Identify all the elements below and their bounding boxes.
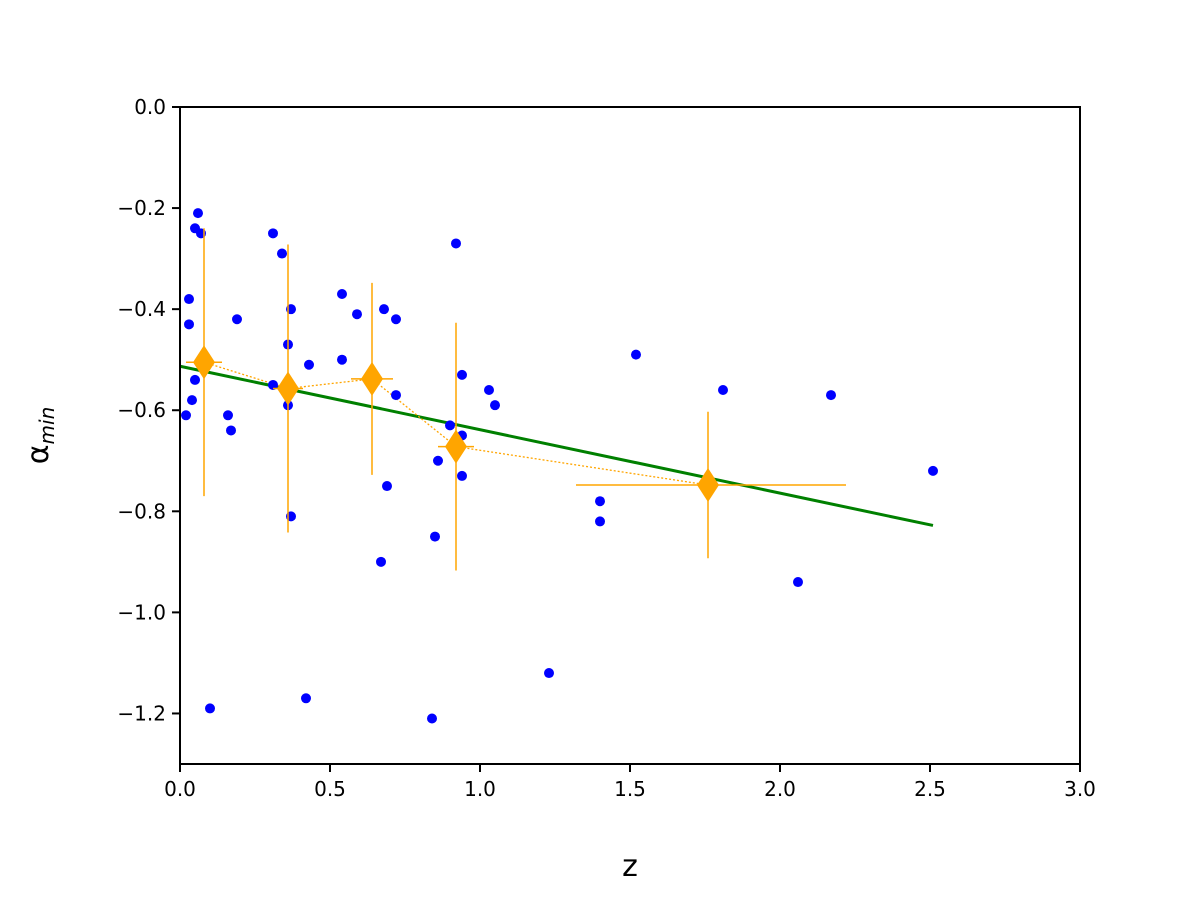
scatter-point: [232, 314, 242, 325]
y-axis-label: αmin: [21, 407, 59, 465]
scatter-point: [205, 703, 215, 714]
scatter-point: [376, 556, 386, 567]
plot-frame: [179, 106, 1081, 765]
scatter-point: [391, 390, 401, 401]
binned-mean-marker: [697, 468, 719, 503]
binned-mean-marker: [445, 429, 467, 464]
x-tick-label: 0.5: [314, 777, 346, 801]
scatter-point: [427, 713, 437, 724]
scatter-point: [190, 374, 200, 385]
scatter-point: [457, 470, 467, 481]
y-axis-label-subscript: min: [35, 407, 59, 445]
scatter-point: [928, 465, 938, 476]
y-tick-label: −0.6: [117, 398, 166, 422]
scatter-point: [337, 354, 347, 365]
x-tick-label: 2.0: [764, 777, 796, 801]
y-tick-label: −0.4: [117, 297, 166, 321]
scatter-point: [793, 577, 803, 588]
scatter-points-layer: [181, 208, 938, 724]
x-axis-ticks: 0.0 0.5 1.0 1.5 2.0 2.5 3.0: [164, 764, 1096, 801]
x-tick-label: 2.5: [914, 777, 946, 801]
scatter-point: [484, 385, 494, 396]
y-axis-label-main: α: [21, 444, 56, 464]
binned-mean-marker: [193, 345, 215, 380]
binned-mean-marker: [277, 371, 299, 406]
x-tick-label: 0.0: [164, 777, 196, 801]
y-tick-label: −1.2: [117, 701, 166, 725]
x-tick-label: 1.5: [614, 777, 646, 801]
scatter-point: [301, 693, 311, 704]
scatter-point: [337, 288, 347, 299]
scatter-point: [223, 410, 233, 421]
scatter-point: [457, 369, 467, 380]
scatter-point: [451, 238, 461, 249]
scatter-point: [268, 379, 278, 390]
binned-mean-marker: [361, 361, 383, 396]
scatter-point: [430, 531, 440, 542]
binned-means-markers-layer: [193, 345, 719, 503]
fit-line: [179, 364, 934, 527]
scatter-point: [268, 228, 278, 239]
scatter-point: [184, 319, 194, 330]
scatter-point: [391, 314, 401, 325]
scatter-point: [277, 248, 287, 259]
scatter-point: [193, 208, 203, 219]
scatter-point: [181, 410, 191, 421]
scatter-point: [184, 294, 194, 305]
scatter-point: [382, 481, 392, 492]
scatter-point: [304, 359, 314, 370]
scatter-point: [718, 385, 728, 396]
scatter-point: [631, 349, 641, 360]
scatter-point: [433, 455, 443, 466]
x-tick-label: 1.0: [464, 777, 496, 801]
fit-line-layer: [179, 364, 934, 527]
y-axis-ticks: 0.0 −0.2 −0.4 −0.6 −0.8 −1.0 −1.2: [117, 95, 180, 725]
scatter-point: [595, 496, 605, 507]
y-tick-label: −0.2: [117, 196, 166, 220]
y-tick-label: −1.0: [117, 600, 166, 624]
x-tick-label: 3.0: [1064, 777, 1096, 801]
scatter-point: [226, 425, 236, 436]
scatter-point: [595, 516, 605, 527]
scatter-point: [445, 420, 455, 431]
scatter-point: [379, 304, 389, 315]
scatter-point: [187, 395, 197, 406]
scatter-point: [352, 309, 362, 320]
x-axis-label: z: [622, 849, 638, 884]
y-tick-label: −0.8: [117, 499, 166, 523]
scatter-point: [544, 668, 554, 679]
scatter-point: [490, 400, 500, 411]
scatter-point: [826, 390, 836, 401]
y-tick-label: 0.0: [134, 95, 166, 119]
